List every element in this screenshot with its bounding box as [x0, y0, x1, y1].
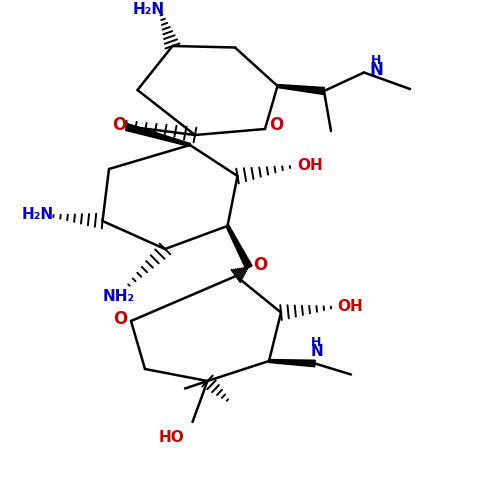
Text: HO: HO — [158, 430, 184, 444]
Text: O: O — [113, 310, 127, 328]
Polygon shape — [226, 226, 252, 269]
Text: O: O — [112, 116, 126, 134]
Text: H₂N: H₂N — [22, 208, 54, 222]
Polygon shape — [278, 84, 324, 94]
Text: OH: OH — [337, 299, 363, 314]
Text: O: O — [269, 116, 283, 134]
Text: N: N — [311, 344, 324, 358]
Text: O: O — [253, 256, 267, 274]
Text: NH₂: NH₂ — [103, 289, 135, 304]
Text: H: H — [371, 54, 381, 66]
Polygon shape — [269, 360, 315, 366]
Polygon shape — [126, 124, 190, 146]
Text: H₂N: H₂N — [132, 2, 164, 18]
Text: OH: OH — [297, 158, 323, 174]
Text: N: N — [369, 61, 383, 79]
Text: H: H — [311, 336, 321, 348]
